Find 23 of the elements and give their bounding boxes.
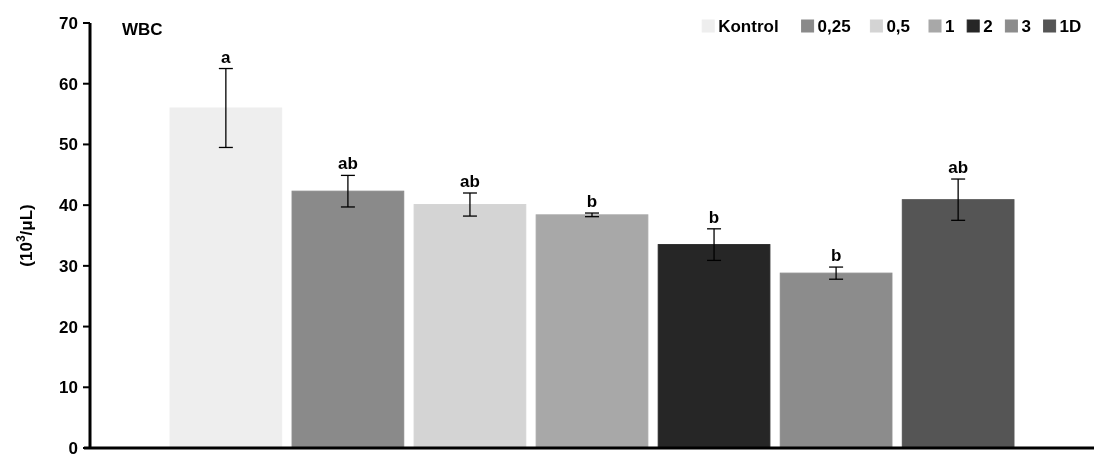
- chart-title: WBC: [122, 20, 163, 39]
- y-tick-label: 50: [59, 135, 78, 155]
- data-label: b: [586, 192, 598, 212]
- data-label: ab: [337, 154, 358, 174]
- legend-label: Kontrol: [718, 17, 779, 36]
- legend-label: 0,5: [886, 17, 911, 36]
- y-tick-label: 20: [59, 317, 78, 337]
- legend-label: 3: [1021, 17, 1031, 36]
- data-label: a: [221, 47, 232, 67]
- legend-label: 1: [945, 17, 955, 36]
- legend-label: 2: [983, 17, 993, 36]
- legend-label: 0,25: [817, 17, 851, 36]
- y-tick-label: 70: [59, 13, 78, 33]
- y-tick-label: 0: [68, 438, 78, 458]
- y-tick-label: 10: [59, 378, 78, 398]
- y-tick-label: 60: [59, 74, 78, 94]
- legend-label: 1D: [1059, 17, 1082, 36]
- y-tick-label: 30: [59, 256, 78, 276]
- data-label: b: [830, 246, 842, 266]
- data-label: ab: [948, 158, 969, 178]
- y-tick-label: 40: [59, 196, 78, 216]
- data-label: ab: [460, 172, 480, 191]
- data-label: b: [708, 207, 720, 227]
